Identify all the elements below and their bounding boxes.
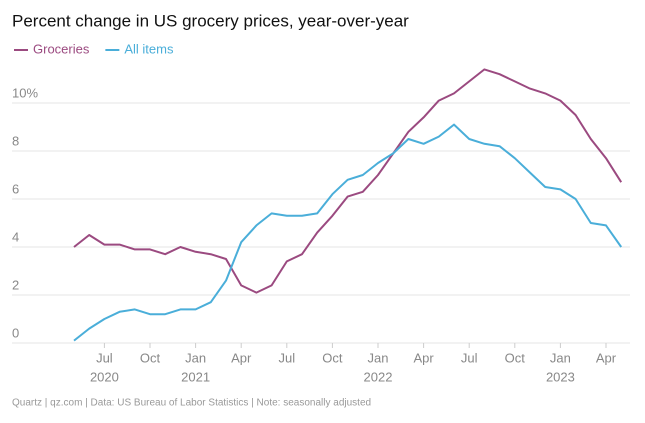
y-tick-label: 8 [12,133,19,148]
x-tick-label: Oct [505,350,526,365]
x-tick-label: Oct [322,350,343,365]
chart-title: Percent change in US grocery prices, yea… [12,11,409,30]
x-year-label: 2022 [364,369,393,384]
series-line [73,68,623,294]
x-tick-label: Jul [96,350,113,365]
x-tick-label: Jul [278,350,295,365]
x-year-label: 2021 [181,369,210,384]
x-year-label: 2020 [90,369,119,384]
y-tick-label: 4 [12,229,19,244]
y-tick-label: 0 [12,325,19,340]
y-tick-label: 6 [12,181,19,196]
source-note: Quartz | qz.com | Data: US Bureau of Lab… [12,398,371,409]
legend-label: Groceries [33,41,90,56]
y-tick-label: 10% [12,85,38,100]
x-tick-label: Oct [140,350,161,365]
x-tick-label: Apr [231,350,252,365]
x-tick-label: Apr [596,350,617,365]
x-tick-label: Jan [368,350,389,365]
x-tick-label: Apr [413,350,434,365]
x-tick-label: Jul [461,350,478,365]
x-tick-label: Jan [550,350,571,365]
x-year-label: 2023 [546,369,575,384]
series-line [73,123,623,342]
y-tick-label: 2 [12,277,19,292]
x-tick-label: Jan [185,350,206,365]
legend-label: All items [124,41,174,56]
